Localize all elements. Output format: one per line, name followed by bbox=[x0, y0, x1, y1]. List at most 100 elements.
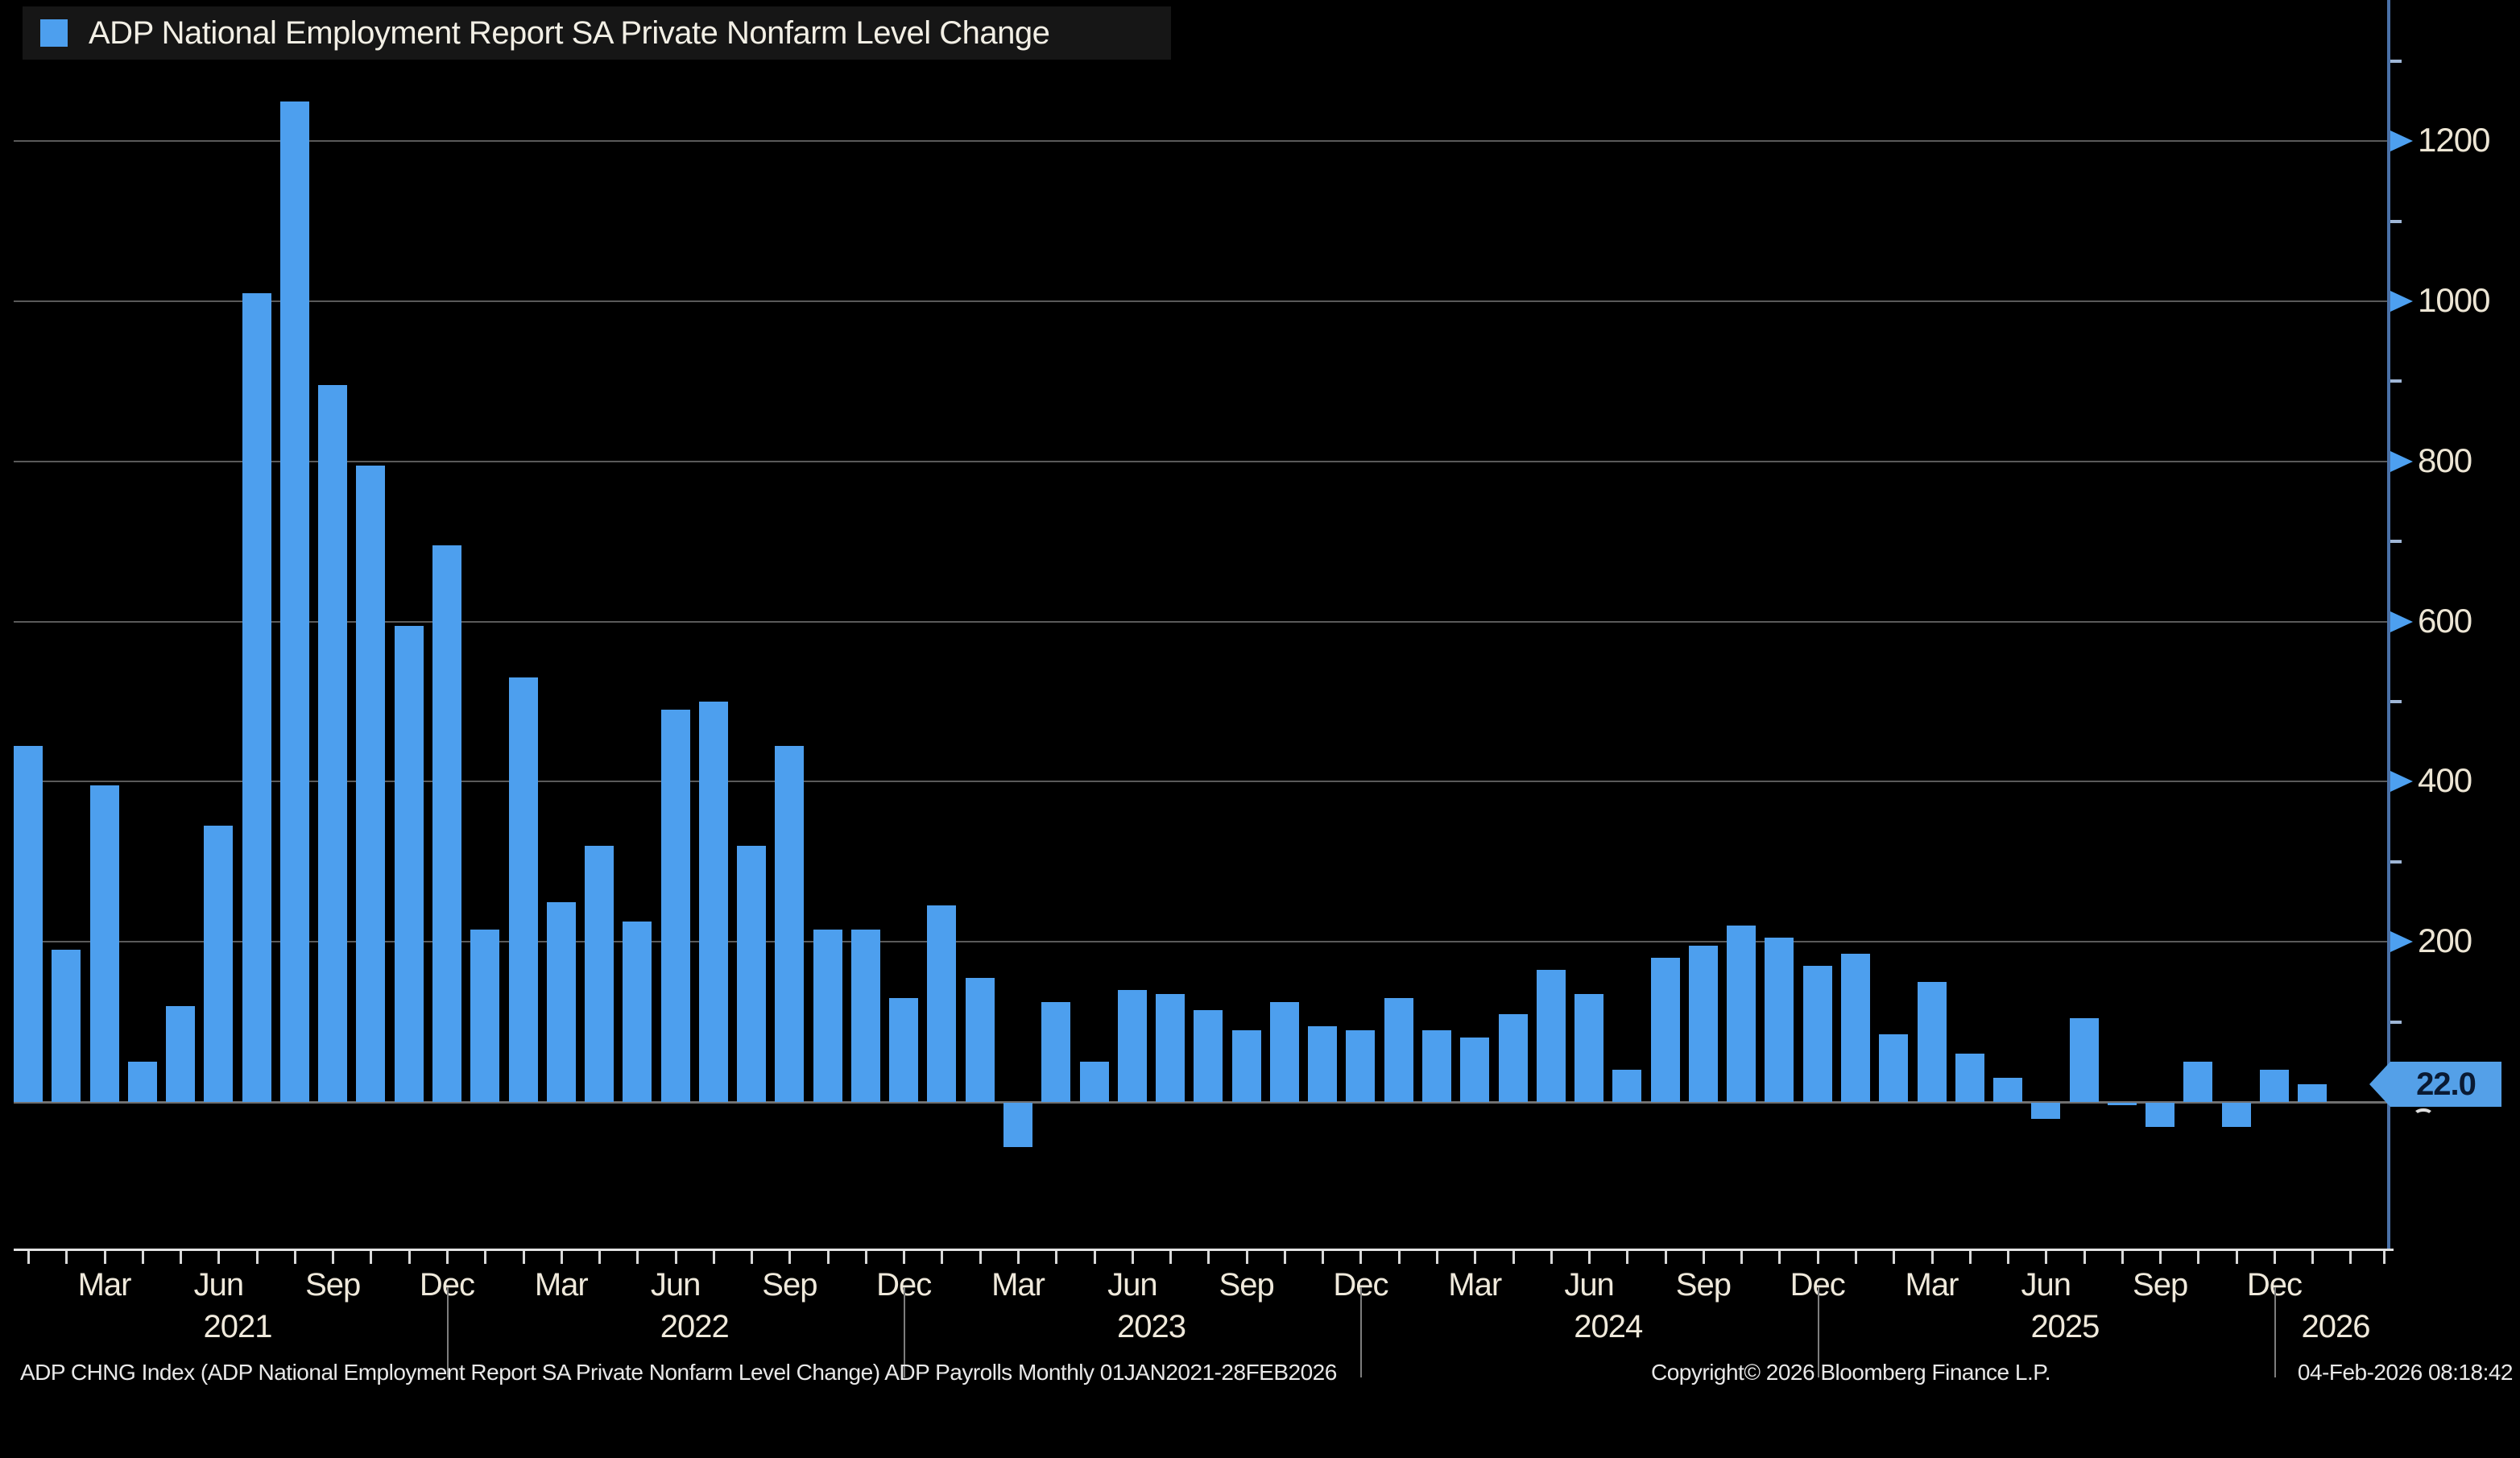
bar-56 bbox=[2107, 1103, 2137, 1105]
y-tick-arrow-400 bbox=[2390, 771, 2413, 793]
x-month-label-Sep-2022: Sep bbox=[762, 1267, 817, 1303]
x-tick-50 bbox=[1893, 1251, 1896, 1264]
x-tick-39 bbox=[1474, 1251, 1477, 1264]
gridline-800 bbox=[14, 460, 2387, 462]
bar-58 bbox=[2183, 1062, 2213, 1102]
y-tick-arrow-1000 bbox=[2390, 291, 2413, 312]
bar-30 bbox=[1117, 989, 1147, 1102]
x-tick-17 bbox=[636, 1251, 639, 1264]
x-tick-55 bbox=[2083, 1251, 2086, 1264]
bar-20 bbox=[737, 845, 767, 1102]
x-tick-31 bbox=[1169, 1251, 1173, 1264]
bar-57 bbox=[2146, 1103, 2175, 1127]
x-tick-11 bbox=[408, 1251, 411, 1264]
x-tick-41 bbox=[1550, 1251, 1553, 1264]
gridline-400 bbox=[14, 781, 2387, 783]
x-year-label-2026: 2026 bbox=[2301, 1309, 2371, 1344]
gridline-1000 bbox=[14, 300, 2387, 302]
x-tick-4 bbox=[141, 1251, 144, 1264]
bar-32 bbox=[1194, 1009, 1223, 1102]
x-tick-6 bbox=[217, 1251, 221, 1264]
x-tick-45 bbox=[1702, 1251, 1705, 1264]
x-month-label-Sep-2023: Sep bbox=[1219, 1267, 1275, 1303]
x-year-label-2022: 2022 bbox=[660, 1309, 730, 1344]
x-tick-9 bbox=[332, 1251, 335, 1264]
bar-48 bbox=[1802, 966, 1832, 1102]
bar-22 bbox=[813, 930, 842, 1102]
year-separator-2025 bbox=[2274, 1287, 2276, 1377]
x-tick-14 bbox=[522, 1251, 525, 1264]
plot-area[interactable]: 200 400 600 800 1000 1200 Mar Jun Sep Dec Mar Jun Se… bbox=[0, 0, 2520, 1377]
bar-49 bbox=[1840, 954, 1870, 1102]
bar-13 bbox=[470, 930, 500, 1102]
y-tick-arrow-200 bbox=[2390, 931, 2413, 953]
bar-46 bbox=[1727, 926, 1757, 1102]
x-year-label-2024: 2024 bbox=[1574, 1309, 1643, 1344]
bar-10 bbox=[356, 465, 386, 1102]
bar-40 bbox=[1498, 1013, 1528, 1102]
x-tick-35 bbox=[1322, 1251, 1325, 1264]
y-minor-tick-500 bbox=[2390, 700, 2402, 703]
y-tick-label-1000: 1000 bbox=[2418, 281, 2490, 319]
bar-8 bbox=[279, 101, 309, 1102]
bar-23 bbox=[850, 930, 880, 1102]
bar-51 bbox=[1917, 981, 1947, 1102]
bar-2 bbox=[52, 950, 81, 1102]
last-value-text: 22.0 bbox=[2390, 1062, 2501, 1107]
y-minor-tick-100 bbox=[2390, 1020, 2402, 1024]
x-tick-20 bbox=[751, 1251, 754, 1264]
bar-11 bbox=[394, 625, 424, 1102]
bar-50 bbox=[1879, 1033, 1909, 1102]
y-minor-tick-1300 bbox=[2390, 59, 2402, 63]
year-separator-2021 bbox=[446, 1287, 449, 1377]
x-tick-46 bbox=[1740, 1251, 1744, 1264]
x-tick-38 bbox=[1435, 1251, 1438, 1264]
footer-copyright: Copyright© 2026 Bloomberg Finance L.P. bbox=[1651, 1360, 2051, 1385]
zero-gridline bbox=[14, 1101, 2387, 1104]
chart-legend[interactable]: ADP National Employment Report SA Privat… bbox=[23, 6, 1171, 60]
x-tick-47 bbox=[1778, 1251, 1781, 1264]
bar-1 bbox=[14, 745, 43, 1102]
bar-35 bbox=[1308, 1025, 1338, 1102]
y-tick-label-400: 400 bbox=[2418, 761, 2472, 800]
x-tick-32 bbox=[1207, 1251, 1210, 1264]
x-tick-34 bbox=[1283, 1251, 1286, 1264]
x-tick-58 bbox=[2197, 1251, 2200, 1264]
bar-36 bbox=[1346, 1029, 1376, 1102]
y-tick-label-1200: 1200 bbox=[2418, 121, 2490, 159]
x-tick-54 bbox=[2045, 1251, 2048, 1264]
y-minor-tick-900 bbox=[2390, 379, 2402, 383]
bar-18 bbox=[660, 709, 690, 1102]
x-tick-43 bbox=[1626, 1251, 1629, 1264]
x-tick-22 bbox=[826, 1251, 830, 1264]
bar-26 bbox=[965, 977, 995, 1102]
x-tick-5 bbox=[180, 1251, 183, 1264]
y-minor-tick-1100 bbox=[2390, 219, 2402, 223]
y-tick-arrow-600 bbox=[2390, 611, 2413, 632]
x-tick-33 bbox=[1245, 1251, 1248, 1264]
x-tick-37 bbox=[1397, 1251, 1401, 1264]
series-swatch-icon bbox=[40, 19, 68, 47]
series-label: ADP National Employment Report SA Privat… bbox=[89, 14, 1050, 51]
bar-5 bbox=[166, 1005, 196, 1102]
bar-16 bbox=[585, 845, 614, 1102]
x-tick-57 bbox=[2159, 1251, 2162, 1264]
bar-4 bbox=[127, 1062, 157, 1102]
x-tick-40 bbox=[1512, 1251, 1515, 1264]
bar-52 bbox=[1955, 1054, 1984, 1102]
bar-41 bbox=[1536, 969, 1566, 1102]
bar-53 bbox=[1993, 1078, 2023, 1102]
bar-6 bbox=[204, 826, 234, 1102]
bar-39 bbox=[1460, 1038, 1490, 1102]
x-tick-29 bbox=[1093, 1251, 1096, 1264]
bar-44 bbox=[1650, 958, 1680, 1102]
x-tick-13 bbox=[484, 1251, 487, 1264]
x-month-label-Mar-2025: Mar bbox=[1905, 1267, 1959, 1303]
gridline-1200 bbox=[14, 140, 2387, 143]
bar-7 bbox=[242, 293, 271, 1102]
x-month-label-Mar-2023: Mar bbox=[991, 1267, 1045, 1303]
x-month-label-Sep-2025: Sep bbox=[2133, 1267, 2188, 1303]
x-tick-1 bbox=[27, 1251, 30, 1264]
badge-arrow-left-icon bbox=[2369, 1062, 2390, 1107]
x-tick-24 bbox=[903, 1251, 906, 1264]
